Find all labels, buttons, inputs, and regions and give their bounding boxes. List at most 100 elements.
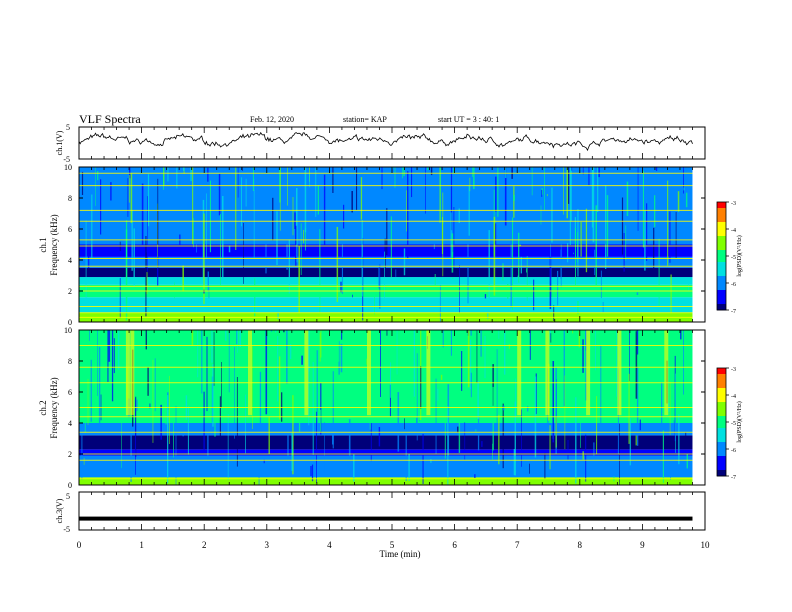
spectrogram-streak: [351, 191, 353, 213]
spectrogram-streak: [447, 406, 449, 485]
colorbar-swatch: [717, 308, 726, 311]
spectrogram-streak: [241, 177, 242, 227]
colorbar-swatch: [717, 256, 726, 259]
colorbar-swatch: [717, 218, 726, 221]
colorbar-swatch: [717, 404, 726, 407]
spectrogram-band: [79, 277, 693, 285]
colorbar-swatch: [717, 430, 726, 433]
spectrogram-streak: [370, 423, 372, 462]
ch1-ytick-top: 5: [66, 123, 70, 132]
colorbar-swatch: [717, 284, 726, 287]
spectrogram-streak: [111, 330, 114, 402]
spectrogram-streak: [136, 399, 138, 411]
spectrogram-burst: [248, 330, 252, 416]
spectrogram-streak: [197, 330, 199, 378]
spectrogram-streak: [481, 441, 483, 447]
spectrogram-burst: [545, 330, 550, 416]
spectrogram-streak: [529, 330, 531, 360]
spectrogram-streak: [683, 167, 684, 194]
spectrogram-streak: [342, 362, 343, 386]
spectrogram-streak: [131, 210, 133, 271]
spectrogram-streak: [502, 403, 504, 469]
spectrogram-streak: [308, 343, 310, 426]
spectrogram-streak: [127, 178, 129, 217]
colorbar-swatch: [717, 280, 726, 283]
ch1-ytick-bottom: -5: [63, 155, 70, 164]
ch3-waveform-trace: [79, 516, 693, 521]
spectrogram-streak: [564, 167, 566, 213]
spectrogram-streak: [203, 289, 205, 294]
colorbar-swatch: [717, 466, 726, 469]
spectrogram-streak: [296, 188, 298, 263]
ytick-label: 8: [68, 194, 72, 203]
spectrogram-streak: [91, 194, 93, 258]
spectrogram-streak: [214, 406, 216, 437]
spectrogram-streak: [552, 361, 554, 443]
time-axis-label: Time (min): [380, 549, 421, 559]
spectrogram-streak: [453, 207, 455, 268]
spectrogram-streak: [386, 330, 388, 336]
spectrogram-streak: [316, 411, 317, 483]
colorbar-swatch: [717, 286, 726, 289]
spectrogram-streak: [309, 173, 310, 188]
spectrogram-streak: [341, 330, 343, 340]
spectrogram-streak: [227, 414, 229, 481]
spectrogram-streak: [169, 375, 170, 444]
spectrogram-streak: [352, 294, 353, 298]
spectrogram-streak: [467, 235, 469, 304]
spectrogram-streak: [81, 171, 84, 195]
spectrogram-streak: [642, 374, 644, 410]
spectrogram-streak: [594, 249, 595, 276]
spectrogram-streak: [95, 167, 96, 206]
spectrogram-streak: [427, 167, 429, 171]
spectrogram-burst: [664, 330, 669, 416]
ytick-label: 6: [68, 225, 72, 234]
spectrogram-streak: [343, 204, 345, 229]
spectrogram-streak: [606, 195, 609, 257]
spectrogram-streak: [191, 330, 194, 346]
colorbar-swatch: [717, 278, 726, 281]
spectrogram-streak: [372, 349, 374, 422]
colorbar-swatch: [717, 262, 726, 265]
colorbar-swatch: [717, 396, 726, 399]
spectrogram-streak: [117, 330, 120, 370]
spectrogram-streak: [621, 197, 624, 255]
spectrogram-streak: [153, 330, 155, 339]
xtick-label: 6: [452, 540, 457, 550]
colorbar-swatch: [717, 250, 726, 253]
spectrogram-streak: [437, 388, 439, 401]
spectrogram-streak: [336, 226, 339, 302]
spectrogram-streak: [219, 396, 221, 446]
spectrogram-streak: [557, 330, 559, 416]
spectrogram-streak: [179, 204, 181, 215]
spectrogram-streak: [670, 465, 671, 480]
spectrogram-streak: [319, 332, 321, 362]
colorbar-swatch: [717, 462, 726, 465]
spectrogram-streak: [300, 389, 302, 415]
spectrogram-streak: [397, 392, 400, 452]
xtick-label: 8: [578, 540, 583, 550]
ch2-spectrogram-ylabel: ch.2: [38, 400, 48, 415]
spectrogram-streak: [133, 228, 135, 287]
spectrogram-streak: [193, 218, 194, 248]
spectrogram-streak: [191, 348, 193, 352]
spectrogram-streak: [551, 393, 553, 396]
spectrogram-streak: [610, 168, 612, 216]
spectrogram-streak: [392, 167, 394, 169]
spectrogram-streak: [683, 330, 684, 395]
spectrogram-band: [79, 297, 693, 313]
spectrogram-streak: [259, 371, 262, 428]
spectrogram-streak: [324, 422, 325, 473]
spectrogram-streak: [206, 336, 208, 412]
spectrogram-streak: [117, 330, 119, 402]
spectrogram-streak: [211, 330, 213, 363]
spectrogram-burst: [517, 330, 522, 416]
spectrogram-streak: [580, 222, 582, 257]
spectrogram-streak: [213, 332, 215, 386]
spectrogram-streak: [157, 178, 159, 245]
spectrogram-streak: [433, 226, 435, 250]
spectrogram-streak: [439, 167, 441, 223]
spectrogram-streak: [276, 211, 278, 265]
colorbar-swatch: [717, 298, 726, 301]
spectrogram-streak: [677, 191, 680, 212]
